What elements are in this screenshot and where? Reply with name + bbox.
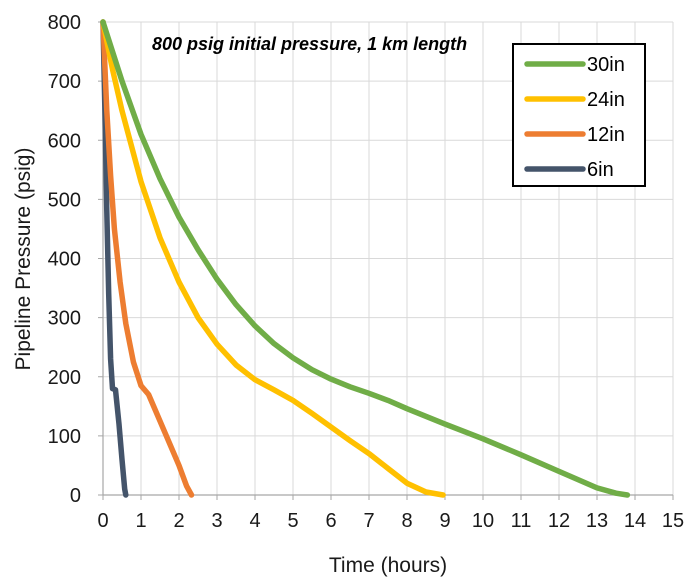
y-tick-label: 800	[48, 12, 81, 34]
x-tick-label: 6	[325, 510, 336, 532]
series-line-12in	[100, 19, 195, 498]
x-tick-label: 14	[624, 510, 646, 532]
y-tick-label: 300	[48, 308, 81, 330]
chart-annotation: 800 psig initial pressure, 1 km length	[152, 34, 467, 54]
x-tick-label: 9	[439, 510, 450, 532]
x-tick-label: 13	[586, 510, 608, 532]
y-tick-label: 600	[48, 130, 81, 152]
series-line-30in	[100, 19, 631, 498]
x-tick-label: 15	[662, 510, 684, 532]
x-axis-title: Time (hours)	[329, 554, 447, 577]
legend-label-12in: 12in	[587, 124, 625, 146]
x-tick-labels: 0 1 2 3 4 5 6 7 8 9 10 11 12 13 14 15	[97, 495, 684, 532]
y-tick-label: 500	[48, 189, 81, 211]
series-line-6in	[100, 19, 129, 498]
x-tick-label: 4	[249, 510, 260, 532]
series-line-24in	[100, 19, 446, 498]
legend-label-30in: 30in	[587, 54, 625, 76]
legend-box	[512, 43, 646, 187]
x-tick-label: 1	[135, 510, 146, 532]
x-tick-label: 2	[173, 510, 184, 532]
legend-label-6in: 6in	[587, 159, 614, 181]
x-tick-label: 5	[287, 510, 298, 532]
legend: 30in 24in 12in 6in	[512, 43, 646, 187]
x-tick-label: 11	[511, 510, 532, 532]
x-tick-label: 7	[363, 510, 374, 532]
y-tick-labels: 0 100 200 300 400 500 600 700 800	[48, 12, 103, 507]
y-tick-label: 400	[48, 249, 81, 271]
y-tick-label: 100	[48, 426, 81, 448]
legend-label-24in: 24in	[587, 89, 625, 111]
x-tick-label: 10	[472, 510, 494, 532]
y-tick-label: 0	[70, 485, 81, 507]
x-tick-label: 8	[401, 510, 412, 532]
series-lines	[100, 19, 631, 498]
y-tick-label: 200	[48, 367, 81, 389]
x-tick-label: 0	[97, 510, 108, 532]
x-tick-label: 3	[211, 510, 222, 532]
y-tick-label: 700	[48, 71, 81, 93]
x-tick-label: 12	[548, 510, 570, 532]
y-axis-title: Pipeline Pressure (psig)	[12, 148, 35, 371]
